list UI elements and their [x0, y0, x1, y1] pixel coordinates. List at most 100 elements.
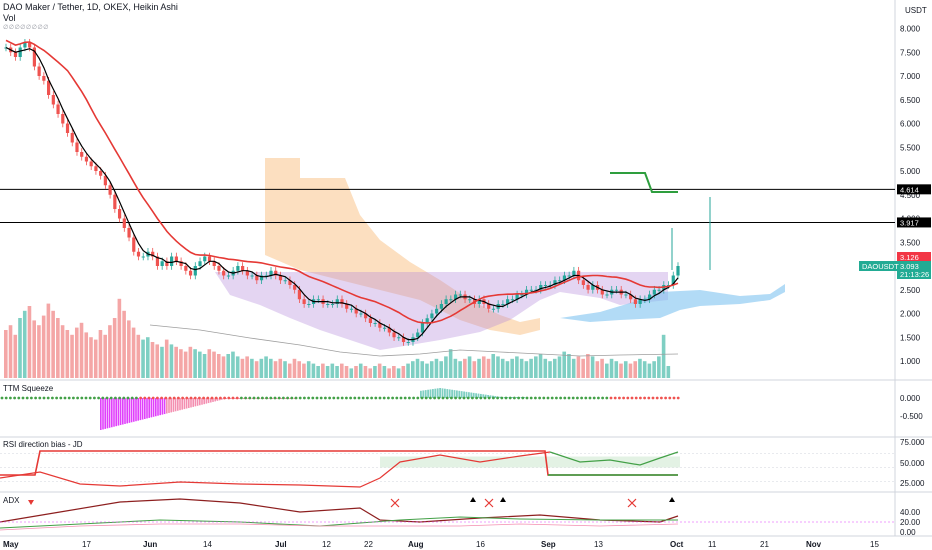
ttm-squeeze-dot	[609, 396, 613, 400]
ttm-histogram-bar	[205, 398, 208, 404]
chart-title: DAO Maker / Tether, 1D, OKEX, Heikin Ash…	[3, 2, 178, 12]
ttm-squeeze-dot	[206, 396, 210, 400]
ttm-squeeze-dot	[475, 396, 478, 400]
ttm-histogram-bar	[441, 388, 444, 398]
currency-label[interactable]: USDT	[905, 6, 927, 15]
candle-body	[226, 275, 231, 277]
ttm-histogram-bar	[212, 398, 214, 402]
ttm-squeeze-dot	[147, 396, 151, 400]
candle-body	[28, 42, 32, 48]
ttm-squeeze-pane[interactable]	[0, 388, 680, 430]
ttm-histogram-bar	[436, 388, 439, 398]
volume-bar	[477, 358, 481, 378]
main-price-pane[interactable]	[0, 38, 895, 378]
candle-body	[340, 299, 344, 304]
ttm-squeeze-dot	[97, 396, 100, 400]
ttm-squeeze-label[interactable]: TTM Squeeze	[3, 384, 54, 393]
time-label: 17	[82, 540, 91, 549]
ttm-histogram-bar	[484, 394, 487, 398]
candle-body	[193, 266, 197, 276]
candle-body	[491, 308, 496, 310]
volume-bar	[524, 361, 529, 378]
ttm-squeeze-dot	[51, 396, 54, 400]
volume-bar	[354, 366, 358, 378]
ttm-squeeze-dot	[328, 396, 331, 400]
volume-bar	[382, 366, 387, 378]
ttm-squeeze-dot	[219, 396, 222, 400]
ttm-squeeze-dot	[555, 396, 558, 400]
candle-body	[648, 294, 652, 300]
ttm-histogram-bar	[516, 397, 518, 398]
candle-body	[245, 270, 249, 276]
volume-bar	[245, 356, 249, 378]
ttm-squeeze-dot	[67, 396, 71, 400]
price-tick-label: 2.500	[900, 286, 921, 295]
volume-bar	[638, 358, 642, 378]
price-tick-label: 6.000	[900, 120, 921, 129]
volume-bar	[425, 363, 429, 378]
ttm-squeeze-dot	[416, 396, 420, 400]
candle-body	[293, 285, 297, 290]
candle-body	[524, 289, 529, 295]
ttm-squeeze-dot	[349, 396, 352, 400]
rsi-direction-pane[interactable]	[0, 450, 895, 488]
ttm-squeeze-dot	[4, 396, 8, 400]
ttm-histogram-bar	[119, 398, 122, 426]
candle-body	[458, 294, 462, 296]
ttm-squeeze-dot	[412, 396, 415, 400]
ttm-squeeze-dot	[286, 396, 289, 400]
candle-body	[614, 289, 619, 291]
ttm-squeeze-dot	[101, 396, 105, 400]
volume-bar	[89, 337, 93, 378]
ttm-squeeze-dot	[647, 396, 651, 400]
adx-pane[interactable]	[0, 497, 895, 531]
rsi-direction-label[interactable]: RSI direction bias - JD	[3, 440, 83, 449]
volume-bar	[169, 344, 174, 378]
countdown-tag-bg	[897, 269, 931, 279]
volume-bar	[444, 356, 448, 378]
ttm-histogram-bar	[172, 398, 175, 412]
ttm-histogram-bar	[133, 398, 135, 422]
ttm-squeeze-dot	[273, 396, 277, 400]
ttm-histogram-bar	[130, 398, 133, 423]
ttm-histogram-bar	[427, 389, 429, 398]
volume-bar	[74, 327, 79, 378]
volume-bar	[415, 358, 420, 378]
ttm-squeeze-dot	[231, 396, 235, 400]
candle-body	[165, 261, 169, 266]
volume-bar	[13, 334, 18, 378]
ttm-histogram-bar	[100, 398, 102, 430]
price-axis[interactable]: 8.000 7.500 7.000 6.500 6.000 5.500 5.000 4.500…	[900, 25, 925, 538]
volume-bar	[60, 325, 65, 378]
candle-body	[666, 285, 671, 286]
ttm-histogram-bar	[434, 388, 437, 398]
candle-body	[633, 299, 638, 304]
adx-triangle-marker	[500, 497, 506, 502]
ttm-squeeze-dot	[290, 396, 294, 400]
ttm-histogram-bar	[150, 398, 153, 418]
candle-body	[127, 228, 131, 238]
candle-body	[283, 280, 287, 282]
ttm-histogram-bar	[161, 398, 164, 415]
adx-label[interactable]: ADX	[3, 496, 20, 505]
ttm-squeeze-dot	[294, 396, 298, 400]
volume-bar	[283, 361, 287, 378]
time-label: 12	[322, 540, 331, 549]
candle-body	[600, 289, 604, 295]
ttm-squeeze-dot	[118, 396, 121, 400]
candle-body	[539, 285, 543, 290]
candle-body	[468, 299, 472, 301]
volume-bar	[335, 366, 339, 378]
ttm-squeeze-dot	[424, 396, 428, 400]
volume-bar	[628, 363, 633, 378]
time-axis[interactable]: May 17 Jun 14 Jul 12 22 Aug 16 Sep 13 Oct 11 21 Nov 15	[3, 540, 879, 549]
candle-body	[387, 327, 391, 333]
volume-bar	[472, 361, 477, 378]
candle-body	[652, 289, 656, 295]
volume-bar	[491, 354, 496, 378]
ttm-histogram-bar	[289, 398, 291, 399]
volume-bar	[254, 361, 259, 378]
candle-body	[581, 280, 585, 285]
